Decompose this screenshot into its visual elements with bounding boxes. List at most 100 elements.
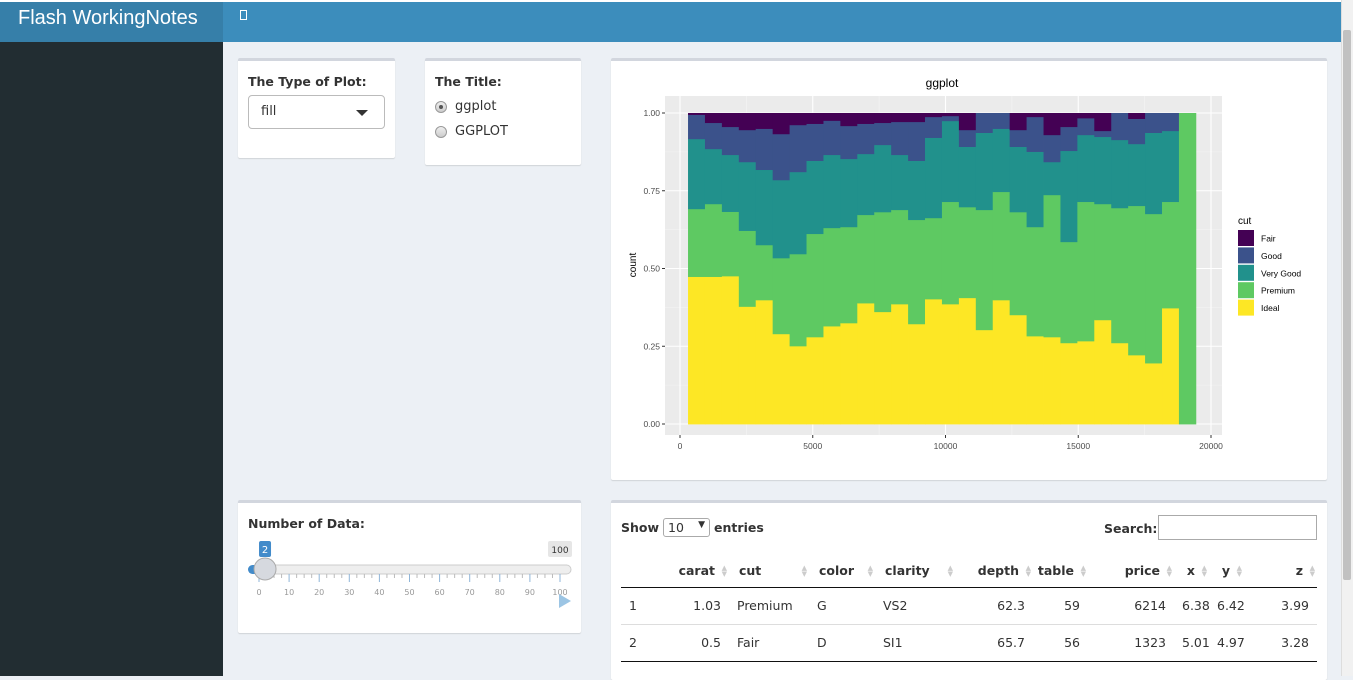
sort-icon[interactable]: ▲ ▼ (721, 564, 727, 578)
plot-type-label: The Type of Plot: (248, 74, 367, 89)
app-logo[interactable]: Flash WorkingNotes (0, 2, 223, 42)
column-header-color[interactable]: color ▲ ▼ (809, 555, 875, 588)
table-row[interactable]: 1 1.03 Premium G VS2 62.3 59 6214 6.38 6.42 3.99 (621, 587, 1317, 625)
sort-icon[interactable]: ▲ ▼ (947, 564, 953, 578)
slider-tick-label: 50 (404, 588, 414, 597)
bar-segment-very-good (772, 179, 790, 259)
bar-segment-good (874, 122, 892, 146)
bar-segment-good (992, 113, 1011, 129)
table-row[interactable]: 2 0.5 Fair D SI1 65.7 56 1323 5.01 4.97 3.28 (621, 624, 1317, 662)
cell-depth: 65.7 (955, 624, 1033, 662)
bar-segment-premium (1128, 205, 1146, 356)
sort-icon[interactable]: ▲ ▼ (1309, 564, 1315, 578)
sort-icon[interactable]: ▲ ▼ (1201, 564, 1207, 578)
bar-segment-very-good (721, 154, 740, 212)
bar-segment-very-good (1145, 132, 1163, 215)
column-header-index[interactable] (621, 555, 660, 588)
bar-segment-good (755, 128, 774, 171)
bar-segment-good (1128, 118, 1146, 145)
cell-index: 1 (621, 587, 660, 625)
bar-segment-good (925, 116, 943, 138)
sidebar-toggle-icon[interactable] (240, 10, 247, 20)
column-header-label: table (1037, 563, 1074, 579)
length-value: 10 (668, 520, 684, 535)
scrollbar-thumb[interactable] (1343, 30, 1351, 580)
x-tick-label: 20000 (1199, 441, 1223, 451)
sort-icon[interactable]: ▲ ▼ (1166, 564, 1172, 578)
bar-segment-very-good (840, 158, 858, 228)
entries-label: entries (714, 520, 764, 535)
bar-segment-premium (891, 209, 909, 305)
bar-segment-good (1026, 116, 1044, 152)
sort-icon[interactable]: ▲ ▼ (801, 564, 807, 578)
column-header-label: carat (678, 563, 715, 579)
bar-segment-very-good (975, 132, 994, 211)
cell-x: 5.01 (1174, 624, 1210, 662)
column-header-depth[interactable]: depth ▲ ▼ (955, 555, 1033, 588)
bar-segment-premium (958, 206, 977, 299)
cell-z: 3.99 (1244, 587, 1317, 625)
bar-segment-ideal (1077, 340, 1095, 425)
column-header-cut[interactable]: cut ▲ ▼ (729, 555, 809, 588)
cell-cut: Premium (729, 587, 809, 625)
bar-segment-fair (840, 113, 858, 127)
bar-segment-good (975, 113, 994, 133)
bar-segment-good (1060, 126, 1078, 152)
cell-x: 6.38 (1174, 587, 1210, 625)
bar-segment-premium (1009, 211, 1027, 316)
slider-handle[interactable] (253, 557, 277, 581)
column-header-clarity[interactable]: clarity ▲ ▼ (875, 555, 955, 588)
plot-type-select[interactable]: fill (248, 95, 385, 129)
column-header-label: y (1221, 563, 1230, 579)
slider-tick-label: 70 (465, 588, 475, 597)
radio-unchecked-icon[interactable] (435, 125, 447, 138)
bar-segment-fair (704, 113, 723, 124)
bar-segment-very-good (1026, 151, 1044, 228)
length-select[interactable]: 10 ▼ (663, 518, 711, 537)
sort-icon[interactable]: ▲ ▼ (867, 564, 873, 578)
slider-tick-label: 40 (374, 588, 384, 597)
bar-segment-ideal (1111, 342, 1129, 425)
bar-segment-premium (1094, 203, 1112, 321)
bar-segment-very-good (1060, 150, 1078, 243)
bar-segment-very-good (1009, 146, 1027, 213)
radio-GGPLOT[interactable]: GGPLOT (435, 124, 508, 139)
bar-segment-premium (908, 219, 926, 325)
cell-y: 6.42 (1209, 587, 1245, 625)
slider-value-badge (259, 541, 272, 557)
column-header-y[interactable]: y ▲ ▼ (1209, 555, 1244, 588)
play-icon[interactable] (559, 594, 571, 608)
bar-segment-premium (738, 230, 757, 307)
bar-segment-fair (789, 113, 807, 126)
bar-segment-premium (721, 211, 740, 277)
cell-cut: Fair (729, 624, 809, 662)
cell-depth: 62.3 (955, 587, 1033, 625)
bar-segment-fair (1060, 113, 1078, 128)
column-header-x[interactable]: x ▲ ▼ (1174, 555, 1209, 588)
radio-ggplot[interactable]: ggplot (435, 99, 496, 114)
chart: 0 5000 10000 15000 20000 0.00 0.25 0.50 0.75 1.00… (628, 76, 1301, 451)
column-header-table[interactable]: table ▲ ▼ (1033, 555, 1088, 588)
bar-segment-fair (721, 113, 740, 128)
bar-segment-premium (1060, 241, 1078, 344)
column-header-z[interactable]: z ▲ ▼ (1244, 555, 1317, 588)
sort-icon[interactable]: ▲ ▼ (1025, 564, 1031, 578)
bar-segment-ideal (1009, 314, 1027, 425)
bar-segment-good (1094, 130, 1112, 138)
bar-segment-good (857, 123, 875, 155)
search-input[interactable] (1158, 515, 1317, 540)
column-header-price[interactable]: price ▲ ▼ (1088, 555, 1174, 588)
bar-segment-ideal (891, 303, 909, 425)
sort-icon[interactable]: ▲ ▼ (1236, 564, 1242, 578)
number-slider[interactable]: 0 10 20 30 40 50 60 70 80 90 100 2 100 (238, 533, 581, 643)
bar-segment-fair (925, 113, 943, 118)
column-header-label: price (1124, 563, 1160, 579)
slider-max-label: 100 (551, 546, 568, 556)
column-header-carat[interactable]: carat ▲ ▼ (660, 555, 729, 588)
bar-segment-very-good (806, 160, 824, 235)
radio-checked-icon[interactable] (435, 100, 447, 113)
sort-icon[interactable]: ▲ ▼ (1080, 564, 1086, 578)
bar-segment-ideal (789, 345, 807, 425)
x-tick-label: 15000 (1066, 441, 1090, 451)
slider-tick-label: 10 (284, 588, 294, 597)
